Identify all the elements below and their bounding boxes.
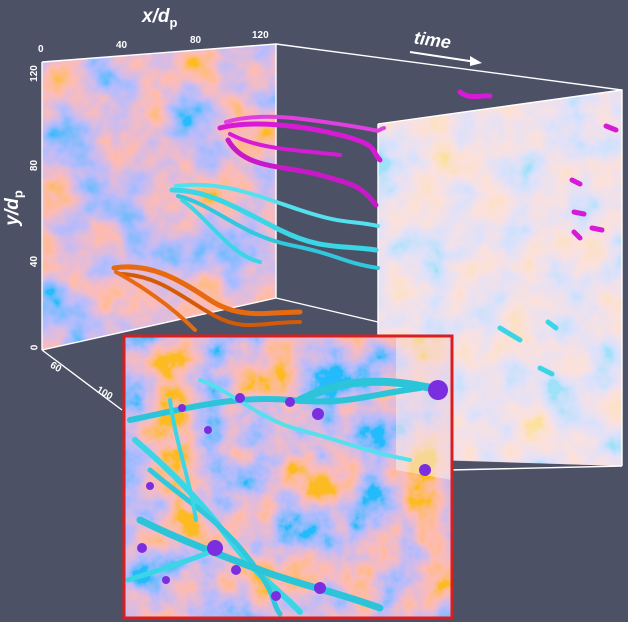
magenta-trajectories: [217, 89, 619, 241]
orange-trajectories: [111, 264, 303, 332]
y-tick: 40: [29, 255, 41, 268]
zoom-inset: [122, 334, 454, 620]
y-tick: 120: [28, 65, 40, 82]
y-tick: 0: [29, 344, 41, 351]
cyan-trajectories: [169, 182, 559, 377]
x-tick: 120: [252, 30, 269, 41]
y-tick: 80: [29, 159, 41, 172]
x-axis-title: x/dp: [142, 6, 178, 30]
x-tick: 40: [116, 40, 128, 51]
x-tick: 0: [38, 44, 44, 55]
x-tick: 80: [190, 35, 202, 46]
front-panel: [42, 44, 276, 350]
box-wireframe: [41, 43, 623, 471]
y-axis-title: y/dp: [1, 190, 26, 226]
time-arrow-icon: [409, 51, 482, 66]
